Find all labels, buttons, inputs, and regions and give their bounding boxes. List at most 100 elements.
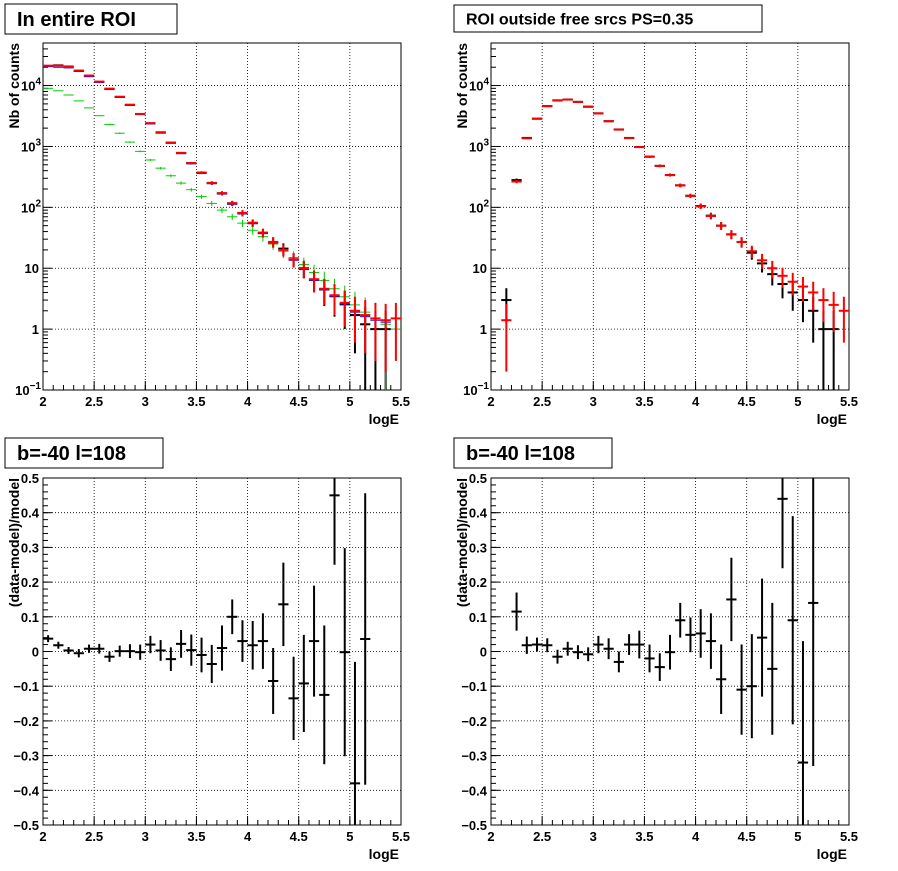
chart-panel-1: In entire ROI 2 2.5 3 3.5 4 4.5 5 5.5 10−1 1 10 102 1… xyxy=(4,3,410,427)
data-point xyxy=(736,237,747,248)
data-point xyxy=(531,637,543,652)
data-point xyxy=(227,213,238,221)
data-point xyxy=(257,228,269,238)
data-point xyxy=(521,636,532,654)
y-tick-label: 0 xyxy=(480,645,487,660)
data-point xyxy=(634,630,645,659)
data-point xyxy=(186,161,197,165)
data-point xyxy=(73,649,84,658)
data-point xyxy=(216,207,228,214)
data-point xyxy=(237,620,248,662)
data-point xyxy=(797,276,809,302)
data-point xyxy=(175,151,187,154)
data-point xyxy=(685,193,696,199)
data-point xyxy=(562,641,573,656)
x-tick-label: 3.5 xyxy=(187,829,205,844)
data-point xyxy=(746,245,757,259)
data-point xyxy=(531,117,543,120)
x-tick-label: 4.5 xyxy=(738,829,756,844)
data-point xyxy=(613,651,624,673)
y-tick-label: 10 xyxy=(473,261,487,276)
data-layer xyxy=(43,64,401,390)
data-point xyxy=(552,649,563,664)
data-point xyxy=(298,634,309,733)
data-point xyxy=(664,634,676,670)
chart-title-box xyxy=(4,3,178,35)
data-point xyxy=(104,651,115,662)
x-tick-label: 3 xyxy=(590,829,597,844)
data-point xyxy=(145,122,156,125)
data-point xyxy=(818,288,829,323)
x-tick-label: 5 xyxy=(346,394,353,409)
y-tick-label: −0.4 xyxy=(13,783,39,798)
y-tick-label: 10−1 xyxy=(463,381,489,398)
data-point xyxy=(808,478,819,767)
y-tick-label: −0.1 xyxy=(461,679,487,694)
data-point xyxy=(664,173,676,177)
data-point xyxy=(716,222,727,230)
data-layer xyxy=(511,478,819,825)
data-point xyxy=(808,281,819,311)
data-point xyxy=(511,180,522,184)
y-tick-label: 103 xyxy=(469,137,489,154)
y-tick-label: 102 xyxy=(21,198,41,215)
data-point xyxy=(329,478,340,565)
x-tick-label: 5.5 xyxy=(392,829,410,844)
chart-title: b=-40 l=108 xyxy=(17,443,126,465)
data-point xyxy=(175,629,187,658)
data-point xyxy=(339,548,350,757)
data-point xyxy=(726,230,737,240)
data-point xyxy=(268,237,279,248)
y-tick-label: 0.3 xyxy=(21,540,39,555)
x-axis-label: logE xyxy=(817,846,847,862)
data-point xyxy=(501,303,512,372)
data-point xyxy=(370,302,381,361)
x-tick-label: 5.5 xyxy=(392,394,410,409)
data-point xyxy=(206,644,217,684)
data-point xyxy=(777,478,788,569)
data-point xyxy=(623,634,635,655)
x-axis-label: logE xyxy=(817,411,847,427)
y-tick-label: 104 xyxy=(21,77,41,94)
data-point xyxy=(511,592,522,631)
data-point xyxy=(654,653,665,681)
data-point xyxy=(756,253,768,269)
data-point xyxy=(196,194,207,199)
y-tick-label: 102 xyxy=(469,198,489,215)
y-axis-label: Nb of counts xyxy=(454,43,470,129)
data-point xyxy=(349,661,361,825)
data-point xyxy=(562,98,573,101)
data-point xyxy=(175,181,187,185)
x-tick-label: 4 xyxy=(244,829,252,844)
chart-panel-2: ROI outside free srcs PS=0.35 2 2.5 3 3.5 4 4.… xyxy=(453,4,858,427)
data-point xyxy=(583,647,594,662)
data-point xyxy=(818,310,829,390)
x-tick-label: 3.5 xyxy=(187,394,205,409)
x-tick-label: 4 xyxy=(692,394,700,409)
data-point xyxy=(257,613,269,669)
data-layer xyxy=(501,98,849,390)
x-tick-label: 2.5 xyxy=(85,394,103,409)
x-tick-label: 4 xyxy=(244,394,252,409)
data-point xyxy=(572,645,584,660)
data-point xyxy=(124,644,136,659)
data-point xyxy=(73,100,84,102)
data-point xyxy=(787,516,798,725)
plot-frame xyxy=(490,42,850,391)
data-point xyxy=(124,141,136,143)
y-tick-label: −0.4 xyxy=(461,783,487,798)
data-point xyxy=(196,637,207,673)
data-point xyxy=(593,112,604,115)
x-axis-label: logE xyxy=(369,411,399,427)
data-point xyxy=(288,253,299,268)
x-tick-label: 5 xyxy=(794,394,801,409)
data-point xyxy=(114,132,125,134)
data-point xyxy=(165,141,176,144)
data-point xyxy=(83,644,95,653)
data-point xyxy=(380,303,391,372)
data-point xyxy=(675,602,686,638)
data-point xyxy=(521,137,532,140)
data-point xyxy=(542,105,553,108)
data-point xyxy=(145,158,156,162)
data-point xyxy=(685,617,696,653)
